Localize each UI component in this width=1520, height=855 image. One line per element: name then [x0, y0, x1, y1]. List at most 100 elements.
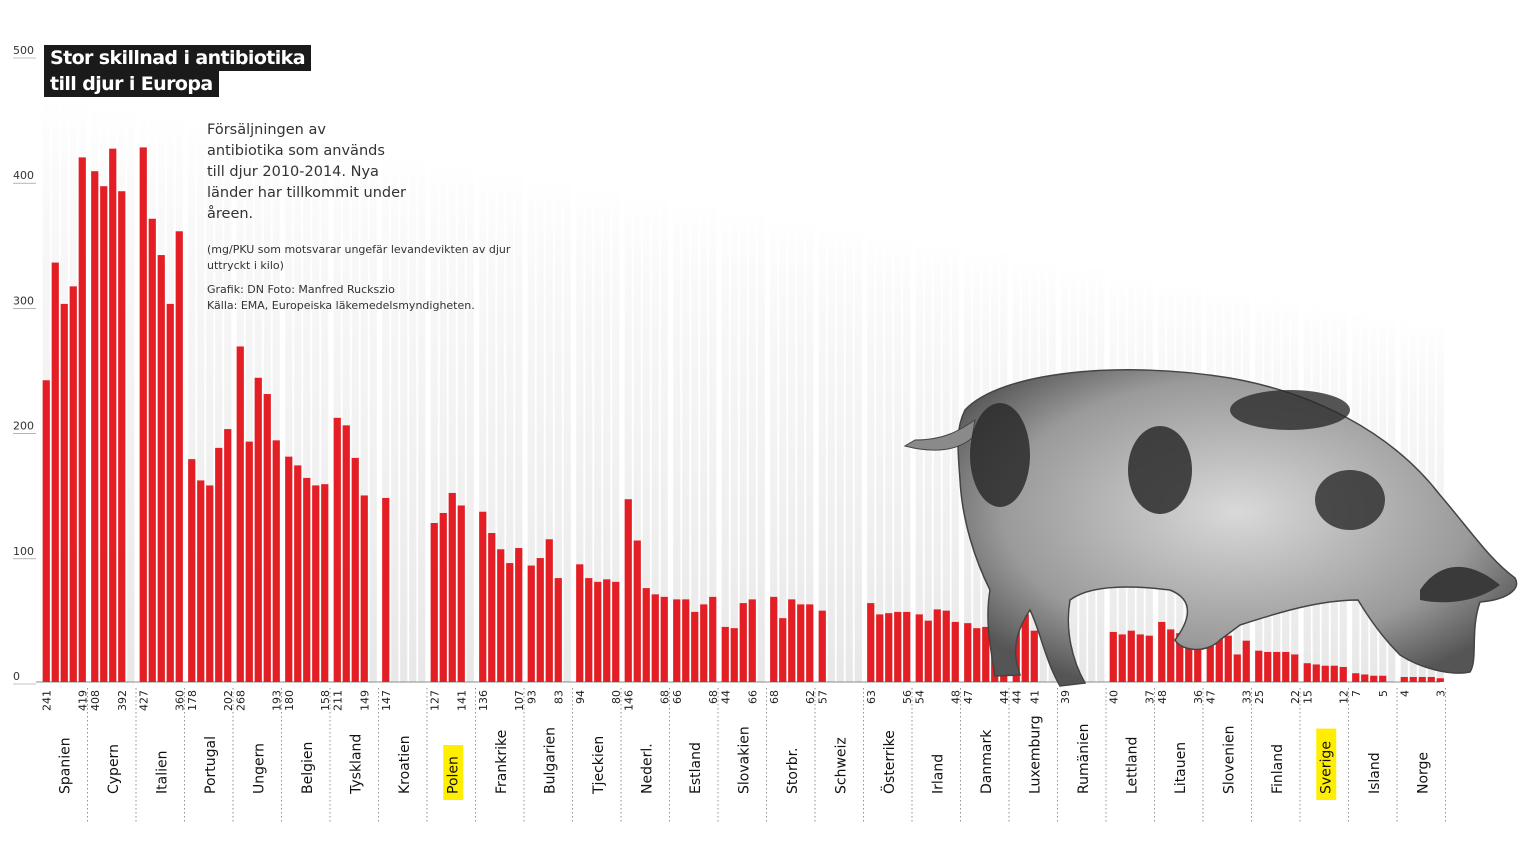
value-label: 44 [1010, 690, 1023, 704]
bar-tjeckien-1 [576, 564, 584, 682]
column-stripe [497, 168, 505, 682]
pig-spot [1315, 470, 1385, 530]
value-label: 392 [116, 690, 129, 711]
bar-slovakien-1 [721, 626, 729, 682]
bar-bulgarien-3 [545, 539, 553, 682]
bar-litauen-1 [1158, 621, 1166, 682]
value-label: 63 [865, 690, 878, 704]
bar-litauen-5 [1194, 636, 1202, 682]
column-stripe [721, 208, 729, 682]
bar-island-4 [1379, 675, 1387, 682]
country-label: Polen [445, 756, 461, 794]
bar-spanien-4 [69, 286, 77, 682]
value-label: 12 [1337, 690, 1350, 704]
value-label: 68 [768, 690, 781, 704]
y-tick-label: 200 [13, 420, 34, 433]
value-label: 66 [746, 690, 759, 704]
bar-tjeckien-2 [585, 578, 593, 682]
column-stripe [197, 120, 205, 682]
column-stripe [536, 176, 544, 682]
bar-cypern-1 [91, 171, 99, 682]
bar-frankrike-4 [506, 563, 514, 682]
bar-cypern-4 [118, 191, 126, 682]
bar-irland-4 [942, 610, 950, 682]
column-stripe [245, 128, 253, 682]
bar-danmark-3 [982, 626, 990, 682]
column-stripe [285, 136, 293, 682]
bar-spanien-2 [51, 262, 59, 682]
y-tick-label: 400 [13, 169, 34, 182]
country-label: Bulgarien [542, 727, 558, 794]
value-label: 47 [962, 690, 975, 704]
value-label: 66 [671, 690, 684, 704]
country-label: Ungern [251, 743, 267, 794]
country-label: Schweiz [833, 737, 849, 794]
bar-tyskland-3 [351, 457, 359, 682]
bar-slovakien-3 [739, 603, 747, 682]
column-stripe [206, 120, 214, 682]
title-line-1: Stor skillnad i antibiotika [44, 45, 311, 71]
value-label: 147 [380, 690, 393, 711]
column-stripe [430, 160, 438, 682]
unit-note: (mg/PKU som motsvarar ungefär levandevik… [207, 243, 511, 272]
column-stripe [709, 200, 717, 682]
bar-estland-1 [673, 599, 681, 682]
bar-polen-3 [448, 492, 456, 682]
value-label: 360 [173, 690, 186, 711]
column-stripe [554, 176, 562, 682]
bar-tyskland-1 [333, 417, 341, 682]
bar-spanien-3 [60, 303, 68, 682]
column-stripe [224, 120, 232, 682]
column-stripe [885, 232, 893, 682]
column-stripe [894, 232, 902, 682]
bar-portugal-1 [188, 459, 196, 682]
chart-subtitle: Försäljningen av antibiotika som används… [207, 122, 407, 222]
bar-tjeckien-4 [603, 579, 611, 682]
column-stripe [770, 216, 778, 682]
value-label: 39 [1059, 690, 1072, 704]
value-label: 36 [1192, 690, 1205, 704]
country-label: Österrike [880, 730, 898, 794]
column-stripe [351, 144, 359, 682]
column-stripe [876, 232, 884, 682]
bar-tyskland-2 [342, 425, 350, 682]
column-stripe [312, 136, 320, 682]
bar-belgien-2 [294, 465, 302, 682]
value-label: 127 [428, 690, 441, 711]
bar-italien-2 [148, 218, 156, 682]
bar-finland-5 [1291, 654, 1299, 682]
bar-estland-5 [709, 596, 717, 682]
value-label: 68 [707, 690, 720, 704]
bar-estland-4 [700, 604, 708, 682]
bar-finland-3 [1273, 651, 1281, 682]
country-label: Litauen [1173, 742, 1189, 794]
bar-lettland-1 [1109, 631, 1117, 682]
bar-finland-1 [1255, 650, 1263, 682]
bar-storbr--2 [779, 618, 787, 682]
column-stripe [127, 104, 135, 682]
country-label: Slovenien [1221, 726, 1237, 795]
bar-portugal-3 [206, 485, 214, 682]
country-label: Danmark [979, 729, 995, 794]
column-stripe [594, 184, 602, 682]
bar-lettland-5 [1145, 635, 1153, 682]
bar-storbr--5 [806, 604, 814, 682]
country-label: Tjeckien [591, 736, 607, 795]
column-stripe [660, 192, 668, 682]
bar-ungern-5 [272, 440, 280, 682]
value-label: 5 [1377, 690, 1390, 697]
pig-spot [1128, 426, 1192, 514]
column-stripe [797, 216, 805, 682]
column-stripe [924, 240, 932, 682]
pig-spot [970, 403, 1030, 507]
value-label: 41 [1028, 690, 1041, 704]
highlight-marker [1316, 728, 1337, 800]
bar-cypern-2 [100, 186, 108, 682]
bar-luxemburg-3 [1030, 630, 1038, 682]
country-label: Frankrike [494, 730, 510, 794]
bar-nederl--3 [642, 588, 650, 682]
column-stripe [915, 240, 923, 682]
value-label: 47 [1204, 690, 1217, 704]
bar-ungern-4 [263, 394, 271, 682]
